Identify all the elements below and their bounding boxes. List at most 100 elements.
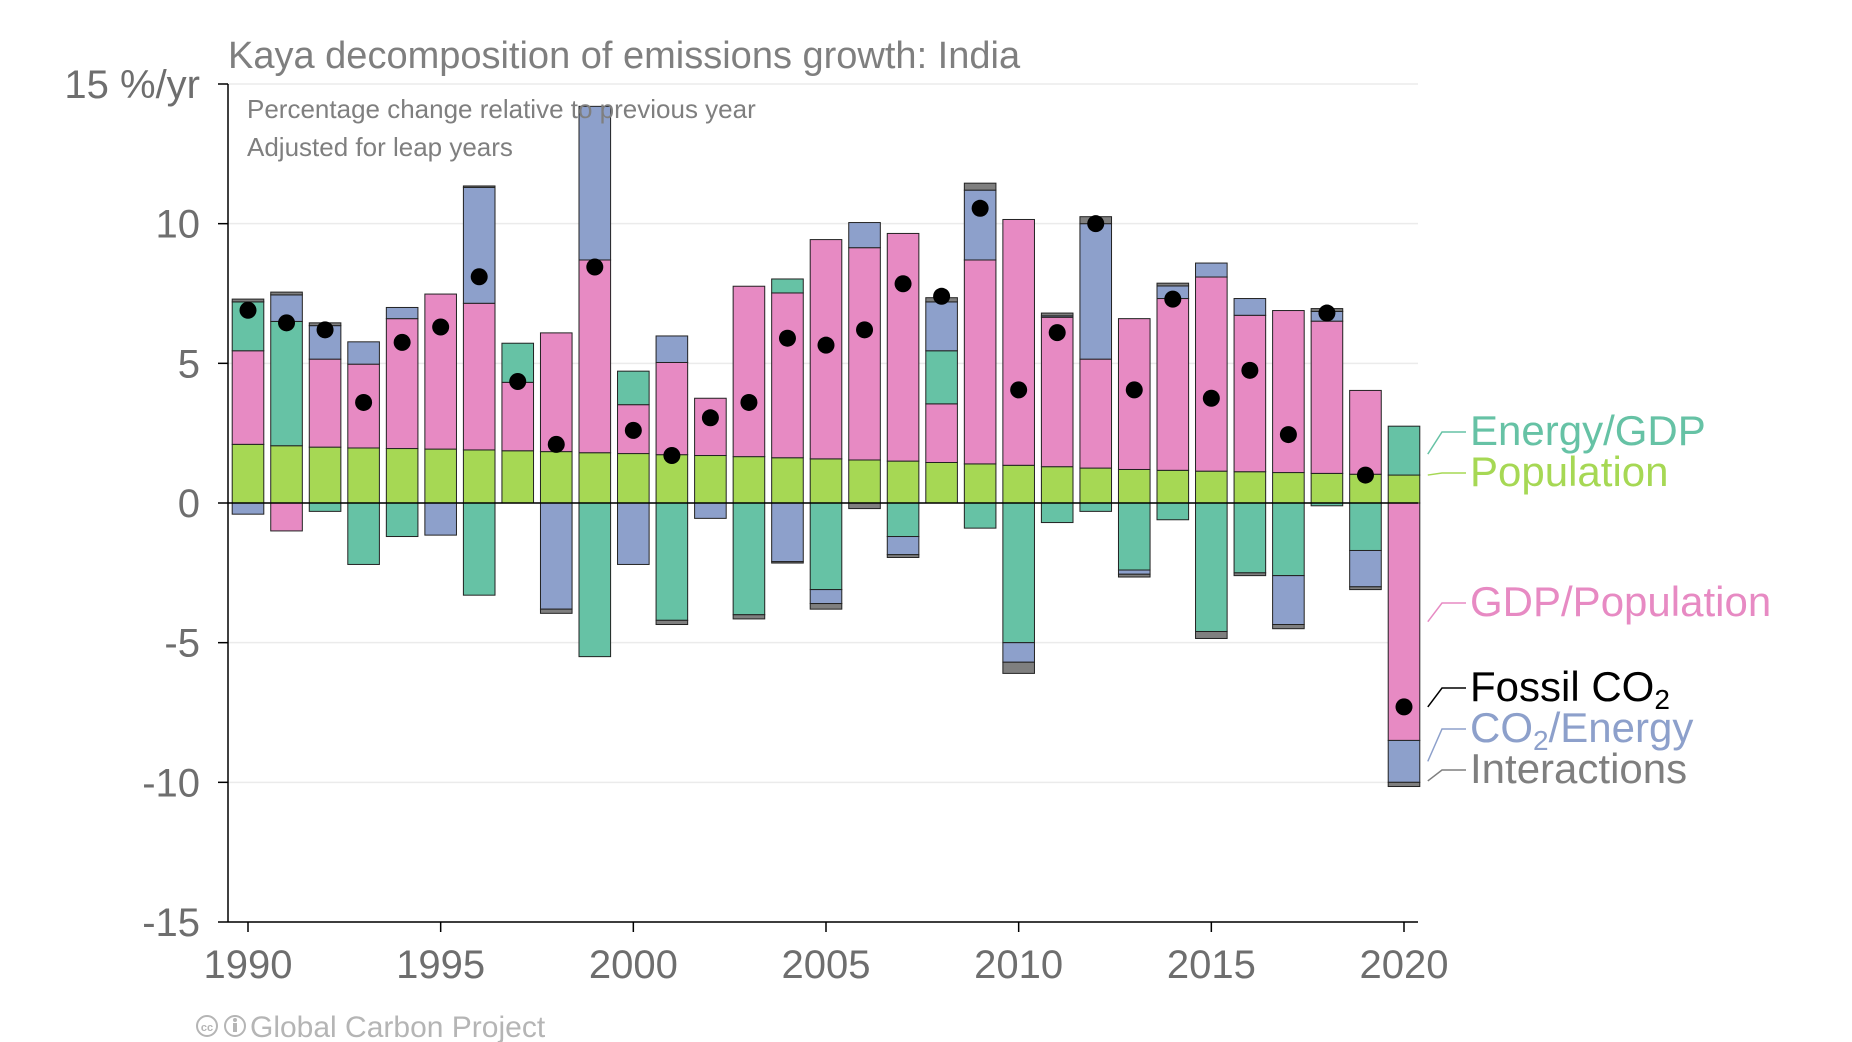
bar-population-2013 [1117, 468, 1151, 504]
fossil-co2-dot-2006 [856, 321, 874, 339]
bar-energy-gdp-2003 [732, 502, 766, 616]
bar-energy-gdp-1994 [385, 502, 419, 538]
fossil-co2-dot-2013 [1125, 381, 1143, 399]
bar-co2-energy-2017 [1272, 575, 1305, 626]
bar-co2-energy-2002 [694, 502, 727, 519]
fossil-co2-dot-1997 [509, 372, 527, 390]
credit-text: Global Carbon Project [250, 1011, 546, 1042]
x-tick-label-2000: 2000 [589, 943, 678, 987]
y-tick-label-5: -10 [142, 761, 200, 805]
bar-population-2009 [963, 463, 997, 504]
bar-population-2008 [925, 461, 958, 504]
bar-population-1996 [462, 449, 496, 504]
bar-co2-energy-2006 [848, 222, 881, 249]
bar-energy-gdp-2010 [1002, 502, 1035, 644]
fossil-co2-dot-2012 [1087, 215, 1105, 233]
bar-interactions-2019 [1349, 586, 1382, 591]
bar-gdp-population-2008 [925, 403, 958, 463]
bar-co2-energy-1995 [424, 502, 457, 536]
bar-gdp-population-2016 [1233, 314, 1267, 473]
bar-population-2010 [1002, 464, 1035, 504]
bar-energy-gdp-2019 [1349, 502, 1382, 551]
bar-population-2011 [1040, 466, 1074, 504]
bar-co2-energy-2001 [655, 335, 689, 363]
fossil-co2-dot-1992 [316, 321, 334, 339]
bar-population-2012 [1079, 467, 1113, 504]
legend-leader-4 [1427, 728, 1466, 762]
bar-population-1997 [501, 450, 535, 504]
fossil-co2-dot-2019 [1356, 466, 1374, 484]
bar-energy-gdp-1991 [270, 320, 303, 447]
bar-population-2004 [771, 457, 804, 504]
legend-leader-5 [1427, 769, 1466, 782]
bar-gdp-population-1995 [424, 293, 457, 450]
fossil-co2-dot-1999 [586, 258, 604, 276]
bar-energy-gdp-2001 [655, 502, 689, 621]
bar-population-1991 [270, 445, 303, 504]
fossil-co2-dot-1994 [393, 333, 411, 351]
fossil-co2-dot-1990 [239, 301, 257, 319]
bar-interactions-2007 [886, 554, 920, 558]
bar-population-1998 [539, 451, 573, 504]
bar-gdp-population-1998 [539, 332, 573, 453]
bar-co2-energy-2012 [1079, 223, 1113, 360]
chart-subtitle-line-1: Percentage change relative to previous y… [247, 94, 756, 124]
bar-interactions-2009 [963, 182, 997, 191]
bar-gdp-population-1996 [462, 302, 496, 451]
bar-gdp-population-2007 [886, 232, 920, 462]
bar-population-1995 [424, 448, 457, 504]
bar-gdp-population-1992 [308, 358, 342, 448]
x-tick-label-1990: 1990 [204, 943, 293, 987]
cc-icon: cc [196, 1015, 246, 1037]
bar-gdp-population-1997 [501, 381, 535, 452]
bar-population-1990 [231, 443, 265, 504]
legend-label-interactions: Interactions [1470, 745, 1687, 792]
bar-population-2007 [886, 460, 920, 504]
bar-co2-energy-1994 [385, 306, 419, 320]
x-tick-label-2010: 2010 [974, 943, 1063, 987]
bar-gdp-population-1990 [231, 350, 265, 445]
y-tick-label-2: 5 [178, 342, 200, 386]
bar-gdp-population-2018 [1310, 320, 1344, 474]
bar-gdp-population-2019 [1349, 389, 1382, 475]
bar-energy-gdp-1993 [347, 502, 380, 565]
axes [218, 83, 1418, 932]
y-tick-label-3: 0 [178, 482, 200, 526]
svg-text:cc: cc [201, 1022, 213, 1034]
bar-energy-gdp-2015 [1195, 502, 1228, 632]
bar-population-2016 [1233, 471, 1267, 504]
bar-gdp-population-2010 [1002, 218, 1035, 466]
bar-co2-energy-1998 [539, 502, 573, 610]
bar-energy-gdp-2013 [1117, 502, 1151, 571]
fossil-co2-dot-2000 [624, 421, 642, 439]
bars [231, 105, 1421, 788]
bar-interactions-2004 [771, 561, 804, 564]
bar-population-1994 [385, 448, 419, 504]
bar-population-1993 [347, 447, 380, 504]
bar-energy-gdp-2012 [1079, 502, 1113, 512]
x-tick-label-1995: 1995 [396, 943, 485, 987]
fossil-co2-dot-2020 [1395, 698, 1413, 716]
x-tick-label-2020: 2020 [1360, 943, 1449, 987]
bar-population-2017 [1272, 472, 1305, 504]
bar-energy-gdp-2011 [1040, 502, 1074, 524]
y-tick-label-1: 10 [156, 203, 201, 247]
bar-gdp-population-2002 [694, 397, 727, 457]
fossil-co2-dot-1991 [278, 314, 296, 332]
bar-co2-energy-2019 [1349, 549, 1382, 588]
bar-energy-gdp-2004 [771, 278, 804, 294]
bar-energy-gdp-2007 [886, 502, 920, 538]
fossil-co2-dot-2018 [1318, 304, 1336, 322]
legend-label-co2-energy: CO2/Energy [1470, 704, 1693, 756]
bar-population-2015 [1195, 470, 1228, 504]
bar-interactions-2003 [732, 614, 766, 620]
fossil-co2-dot-2014 [1164, 290, 1182, 308]
bar-population-1992 [308, 446, 342, 504]
bar-interactions-2017 [1272, 624, 1305, 630]
legend-label-gdp-population: GDP/Population [1470, 578, 1771, 625]
bar-interactions-2013 [1117, 573, 1151, 578]
bar-energy-gdp-2000 [617, 370, 650, 406]
bar-co2-energy-2010 [1002, 642, 1035, 663]
bar-gdp-population-2001 [655, 361, 689, 456]
fossil-co2-dot-2011 [1048, 324, 1066, 342]
